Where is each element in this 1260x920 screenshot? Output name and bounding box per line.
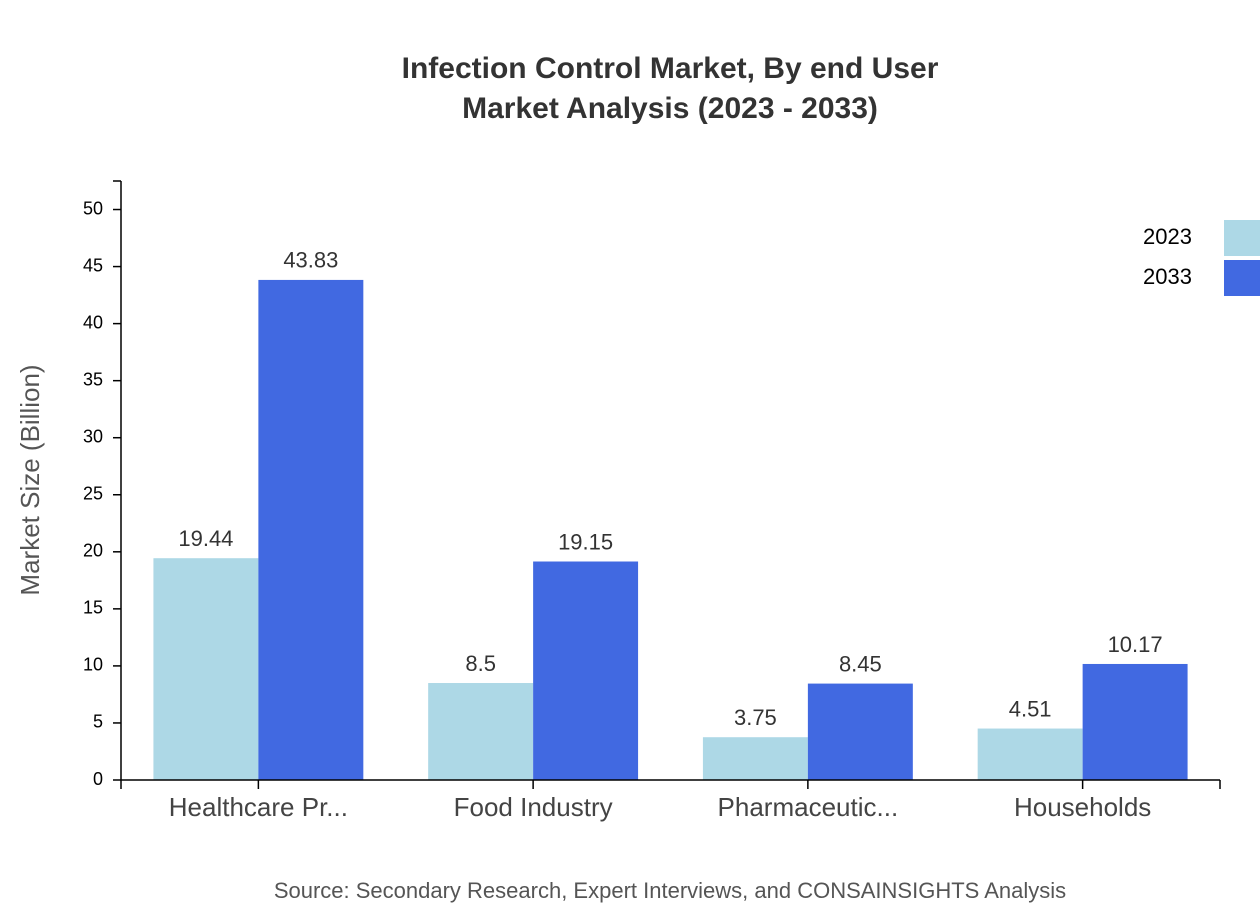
bar (153, 558, 259, 780)
bar (702, 737, 808, 780)
bar (807, 683, 913, 780)
value-label: 43.83 (283, 248, 338, 273)
x-tick-label: Pharmaceutic... (718, 792, 899, 822)
chart-subtitle: Market Analysis (2023 - 2033) (462, 92, 878, 125)
y-tick-label: 15 (83, 598, 103, 618)
legend-label: 2023 (1143, 224, 1192, 249)
y-tick-label: 10 (83, 655, 103, 675)
bar (258, 279, 364, 780)
legend-label: 2033 (1143, 264, 1192, 289)
bar (977, 728, 1083, 780)
value-label: 8.45 (839, 651, 882, 676)
y-axis-label: Market Size (Billion) (15, 364, 45, 595)
legend-swatch (1224, 260, 1260, 296)
value-label: 3.75 (734, 705, 777, 730)
value-label: 4.51 (1009, 696, 1052, 721)
x-tick-label: Healthcare Pr... (169, 792, 348, 822)
x-tick-label: Food Industry (454, 792, 613, 822)
y-tick-label: 20 (83, 541, 103, 561)
y-tick-label: 35 (83, 369, 103, 389)
source-note: Source: Secondary Research, Expert Inter… (274, 878, 1066, 903)
value-label: 8.5 (465, 651, 496, 676)
legend-swatch (1224, 220, 1260, 256)
y-tick-label: 25 (83, 484, 103, 504)
value-label: 19.15 (558, 529, 613, 554)
y-tick-label: 40 (83, 312, 103, 332)
value-label: 10.17 (1108, 632, 1163, 657)
y-tick-label: 45 (83, 255, 103, 275)
bar (533, 561, 639, 780)
y-tick-label: 5 (93, 712, 103, 732)
bar (428, 683, 534, 780)
chart-title: Infection Control Market, By end User (402, 52, 939, 85)
value-label: 19.44 (178, 526, 233, 551)
y-tick-label: 0 (93, 769, 103, 789)
y-tick-label: 30 (83, 426, 103, 446)
bar (1082, 663, 1188, 780)
x-tick-label: Households (1014, 792, 1151, 822)
y-tick-label: 50 (83, 198, 103, 218)
